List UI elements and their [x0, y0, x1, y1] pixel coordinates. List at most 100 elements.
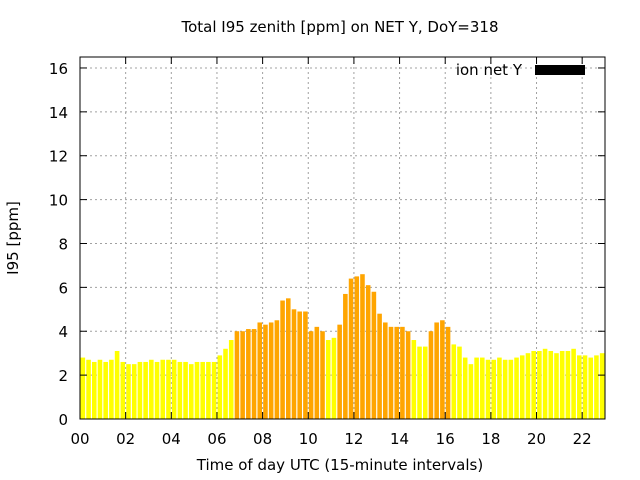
x-tick-label: 22	[573, 430, 592, 448]
bar	[565, 350, 571, 419]
bar	[445, 326, 451, 419]
bar	[274, 320, 280, 419]
bar	[291, 309, 297, 419]
y-tick-label: 4	[58, 323, 68, 341]
bar	[542, 348, 548, 419]
bar	[223, 348, 228, 419]
bar	[577, 355, 582, 419]
bar	[388, 326, 394, 419]
bar	[131, 364, 137, 419]
bar	[177, 361, 183, 419]
bar	[246, 329, 251, 419]
bar	[166, 359, 171, 419]
bar	[525, 353, 531, 419]
bar	[114, 350, 120, 419]
x-axis-label: Time of day UTC (15-minute intervals)	[196, 456, 483, 474]
bar	[348, 278, 354, 419]
bar	[599, 353, 605, 419]
bar	[343, 293, 348, 419]
bar	[149, 359, 154, 419]
x-tick-labels: 00 02 04 06 08 10 12 14 16 18 20 22	[70, 430, 591, 448]
bar	[194, 361, 200, 419]
bar	[228, 340, 234, 419]
y-tick-label: 0	[58, 411, 68, 429]
bar	[286, 298, 291, 419]
x-tick-label: 04	[162, 430, 181, 448]
bar	[514, 357, 519, 419]
bar	[480, 357, 485, 419]
bar	[588, 357, 594, 419]
bar	[188, 364, 194, 419]
x-tick-label: 20	[527, 430, 546, 448]
bar	[502, 359, 508, 419]
x-tick-label: 10	[299, 430, 318, 448]
bar	[400, 326, 405, 419]
bar	[80, 357, 86, 419]
bar	[120, 361, 126, 419]
bar	[251, 329, 257, 419]
bar	[371, 291, 377, 419]
bar	[303, 311, 308, 419]
bar	[337, 324, 342, 419]
bar	[200, 361, 205, 419]
bar	[383, 322, 388, 419]
bar	[320, 331, 325, 419]
bar	[474, 357, 479, 419]
bar	[171, 359, 177, 419]
y-tick-label: 8	[58, 235, 68, 253]
bar	[160, 359, 166, 419]
axis-ticks	[79, 57, 605, 420]
bar	[468, 364, 474, 419]
bar	[240, 331, 245, 419]
bar	[183, 361, 188, 419]
bar	[571, 348, 576, 419]
bar	[594, 355, 599, 419]
bar	[126, 364, 131, 419]
bars	[80, 274, 605, 419]
y-tick-label: 6	[58, 279, 68, 297]
bar	[582, 355, 588, 419]
y-tick-labels: 0 2 4 6 8 10 12 14 16	[49, 60, 68, 429]
bar	[325, 340, 331, 419]
bar	[257, 322, 263, 419]
chart-title: Total I95 zenith [ppm] on NET Y, DoY=318	[180, 18, 498, 36]
y-axis-label: I95 [ppm]	[4, 201, 22, 275]
bar	[422, 346, 428, 419]
bar	[394, 326, 399, 419]
y-tick-label: 2	[58, 367, 68, 385]
legend-label: ion net Y	[456, 61, 523, 79]
grid-lines	[80, 57, 605, 419]
y-tick-label: 10	[49, 192, 68, 210]
x-tick-label: 00	[70, 430, 89, 448]
x-tick-label: 06	[207, 430, 226, 448]
bar	[137, 361, 143, 419]
bar	[234, 331, 240, 419]
bar	[531, 350, 536, 419]
x-tick-label: 14	[390, 430, 409, 448]
bar	[314, 326, 320, 419]
x-tick-label: 02	[116, 430, 135, 448]
bar	[308, 331, 314, 419]
bar	[360, 274, 365, 419]
bar	[485, 359, 491, 419]
bar	[508, 359, 514, 419]
bar	[462, 357, 468, 419]
y-tick-label: 16	[49, 60, 68, 78]
y-tick-label: 14	[49, 104, 68, 122]
bar	[405, 331, 411, 419]
bar	[263, 324, 268, 419]
bar	[143, 361, 148, 419]
x-tick-label: 18	[481, 430, 500, 448]
bar	[411, 340, 417, 419]
bar	[497, 357, 502, 419]
bar	[554, 353, 559, 419]
bar	[86, 359, 91, 419]
bar	[211, 361, 217, 419]
x-tick-label: 12	[344, 430, 363, 448]
bar	[97, 359, 103, 419]
bar	[206, 361, 211, 419]
x-tick-label: 16	[436, 430, 455, 448]
bar	[537, 350, 542, 419]
plot-frame	[79, 56, 606, 420]
bar	[548, 350, 554, 419]
